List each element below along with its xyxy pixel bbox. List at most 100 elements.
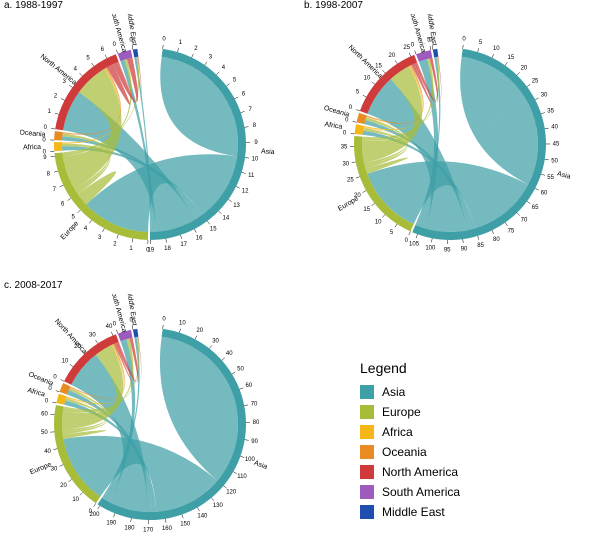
tick-label: 4: [222, 65, 226, 71]
tick-label: 130: [213, 503, 224, 509]
tick-label: 30: [212, 338, 219, 344]
region-label-oceania: Oceania: [27, 371, 54, 387]
tick: [92, 63, 94, 66]
tick-label: 0: [113, 322, 117, 328]
tick-label: 0: [411, 42, 415, 48]
tick: [416, 234, 417, 238]
tick-label: 14: [223, 216, 230, 222]
tick-label: 0: [53, 374, 57, 380]
tick: [80, 492, 83, 495]
tick: [211, 498, 214, 501]
tick: [59, 465, 63, 467]
tick-label: 6: [101, 47, 105, 53]
tick: [409, 53, 411, 57]
tick-label: 50: [551, 158, 558, 164]
tick-label: 170: [143, 528, 154, 534]
tick: [371, 203, 374, 205]
tick: [111, 332, 113, 336]
tick: [463, 45, 464, 49]
tick: [77, 210, 80, 213]
tick-label: 16: [196, 236, 203, 242]
chord-svg: 0102030405060708090100110120130140150160…: [20, 294, 280, 554]
tick-label: 25: [347, 178, 354, 184]
tick-label: 8: [253, 123, 257, 129]
tick-label: 15: [508, 55, 515, 61]
tick: [105, 55, 107, 59]
tick: [235, 97, 239, 99]
tick-label: 70: [251, 401, 258, 407]
tick-label: 40: [551, 125, 558, 131]
tick-label: 85: [477, 243, 484, 249]
tick: [535, 98, 539, 100]
tick: [53, 449, 57, 450]
tick: [114, 513, 115, 517]
legend-item-oceania: Oceania: [360, 442, 460, 462]
tick: [60, 379, 64, 381]
tick-label: 4: [84, 226, 88, 232]
tick-label: 11: [248, 173, 255, 179]
tick-label: 15: [210, 227, 217, 233]
tick: [60, 185, 64, 187]
panel-b: b. 1998-2007 051015202530354045505560657…: [300, 0, 600, 280]
tick: [535, 188, 539, 190]
tick: [68, 198, 71, 200]
legend-label: Asia: [382, 385, 405, 399]
tick: [195, 336, 197, 340]
tick-label: 70: [521, 218, 528, 224]
region-label-europe: Europe: [60, 220, 81, 241]
tick-label: 10: [364, 76, 371, 82]
tick-label: 150: [180, 522, 191, 528]
tick-label: 5: [390, 230, 394, 236]
tick: [463, 239, 464, 243]
tick: [353, 121, 357, 122]
tick-label: 105: [409, 241, 420, 247]
tick-label: 2: [54, 93, 58, 99]
tick-label: 10: [72, 497, 79, 503]
region-label-middle-east: Middle East: [125, 294, 138, 326]
tick: [209, 345, 211, 348]
tick-label: 95: [444, 248, 451, 254]
tick: [431, 238, 432, 242]
panel-a-title: a. 1988-1997: [4, 0, 63, 11]
tick-label: 9: [254, 140, 258, 146]
panel-c-chord: 0102030405060708090100110120130140150160…: [20, 294, 280, 554]
ribbon: [160, 57, 238, 157]
tick-label: 180: [124, 526, 135, 532]
tick: [219, 211, 222, 214]
tick-label: 90: [461, 247, 468, 253]
legend-label: Oceania: [382, 445, 427, 459]
tick: [102, 228, 104, 232]
tick-label: 45: [553, 142, 560, 148]
tick: [228, 199, 231, 201]
tick-label: 13: [233, 203, 240, 209]
tick: [517, 213, 520, 216]
tick: [70, 364, 73, 366]
tick: [545, 128, 549, 129]
tick: [363, 95, 366, 97]
tick: [222, 358, 225, 361]
chord-svg: 012345678910111213141516171819Asia012345…: [20, 14, 280, 274]
tick-label: 30: [343, 161, 350, 167]
legend: Legend AsiaEuropeAfricaOceaniaNorth Amer…: [360, 360, 460, 522]
legend-item-middle-east: Middle East: [360, 502, 460, 522]
tick-label: 7: [249, 107, 253, 113]
tick-label: 100: [425, 246, 436, 252]
tick: [432, 46, 433, 50]
tick: [132, 46, 133, 50]
tick: [527, 201, 530, 203]
tick-label: 25: [403, 45, 410, 51]
tick: [163, 325, 164, 329]
region-label-asia: Asia: [261, 148, 275, 156]
legend-swatch: [360, 485, 374, 499]
tick: [478, 236, 479, 240]
tick-label: 60: [541, 190, 548, 196]
tick: [505, 62, 507, 65]
tick-label: 10: [62, 358, 69, 364]
tick-label: 0: [44, 125, 48, 131]
tick: [478, 48, 479, 52]
tick: [182, 515, 183, 519]
tick-label: 1: [179, 40, 183, 46]
tick: [395, 224, 397, 227]
tick: [197, 507, 199, 510]
tick: [179, 329, 180, 333]
